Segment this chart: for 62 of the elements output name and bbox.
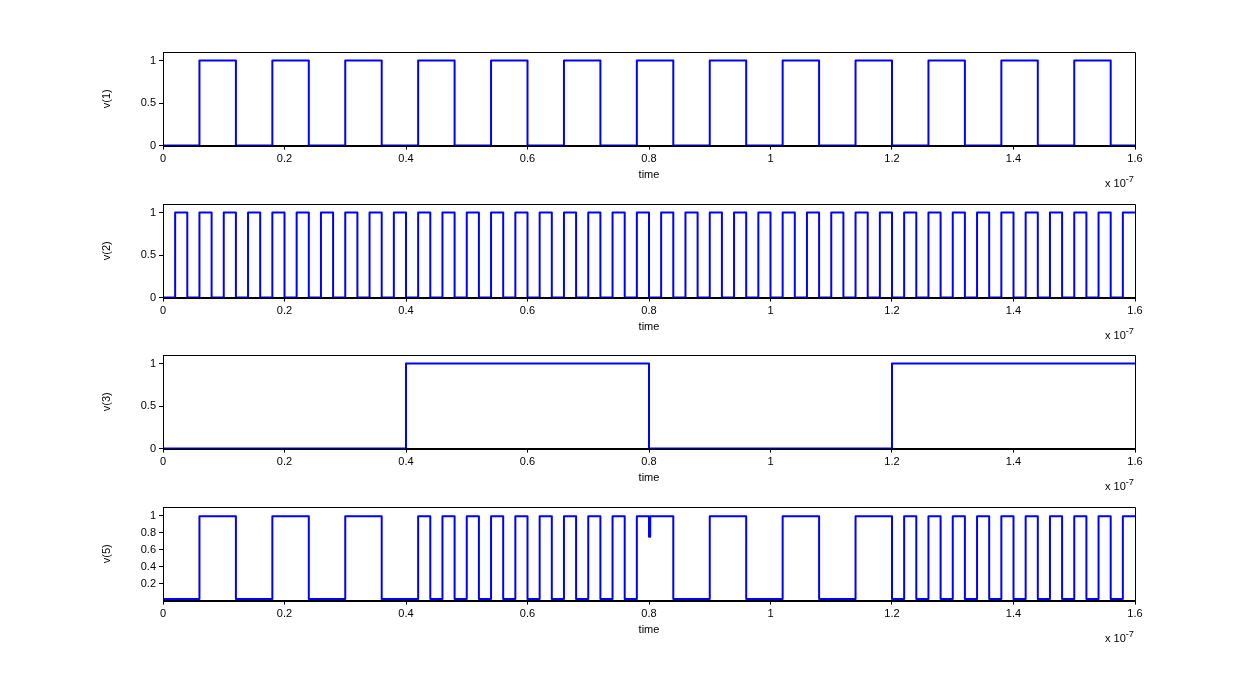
x-tick-label: 0	[159, 152, 167, 165]
y-tick-label: 1	[149, 356, 156, 369]
y-tick-label: 1	[149, 53, 156, 66]
x-tick-label: 1.4	[1005, 152, 1022, 165]
text: x 10$^{-7}$	[1105, 325, 1134, 341]
text: x 10$^{-7}$	[1105, 173, 1134, 189]
x-axis-title: time	[638, 623, 660, 636]
text: x 10$^{-7}$	[1105, 628, 1134, 644]
y-tick-label: 0	[149, 138, 156, 151]
x-tick-label: 0.8	[641, 607, 657, 620]
x-tick-label: 0.4	[398, 304, 414, 317]
x-tick-label: 0.2	[276, 455, 293, 468]
y-axis-title: v(1)	[99, 89, 112, 109]
x-tick-label: 0.6	[519, 152, 536, 165]
x-tick-label: 1.6	[1127, 304, 1143, 317]
x-tick-label: 0.8	[641, 152, 657, 165]
x-tick-label: 1	[767, 152, 774, 165]
y-tick-label: 0.4	[140, 559, 156, 572]
x-tick-label: 0.6	[519, 607, 536, 620]
y-tick-label: 0.6	[140, 542, 156, 555]
x-tick-label: 1.4	[1005, 304, 1022, 317]
x-tick-label: 0	[159, 304, 167, 317]
x-tick-label: 1.6	[1127, 152, 1143, 165]
x-tick-label: 0.4	[398, 152, 414, 165]
y-tick-label: 1	[149, 205, 156, 218]
x-tick-label: 1.2	[884, 455, 900, 468]
x-tick-label: 0	[159, 455, 167, 468]
x-tick-label: 1.4	[1005, 455, 1022, 468]
x-tick-label: 0.2	[276, 304, 293, 317]
x-axis-title: time	[638, 471, 660, 484]
x-tick-label: 1.4	[1005, 607, 1022, 620]
x-tick-label: 1.6	[1127, 455, 1143, 468]
y-tick-label: 0.2	[140, 576, 156, 589]
x-tick-label: 1.2	[884, 607, 900, 620]
y-axis-title: v(2)	[99, 241, 112, 261]
x-tick-label: 0.8	[641, 455, 657, 468]
x-tick-label: 0.2	[276, 607, 293, 620]
y-axis-title: v(3)	[99, 392, 112, 412]
x-tick-label: 1	[767, 607, 774, 620]
x-tick-label: 0.8	[641, 304, 657, 317]
x-axis-title: time	[638, 320, 660, 333]
x-axis-title: time	[638, 168, 660, 181]
x-tick-label: 0.4	[398, 455, 414, 468]
x-tick-label: 1.2	[884, 304, 900, 317]
x-tick-label: 1	[767, 455, 774, 468]
y-tick-label: 0.5	[140, 248, 156, 261]
y-axis-title: v(5)	[99, 544, 112, 564]
x-tick-label: 1.2	[884, 152, 900, 165]
y-tick-label: 1	[149, 508, 156, 521]
x-tick-label: 1.6	[1127, 607, 1143, 620]
x-tick-label: 0.6	[519, 455, 536, 468]
x-tick-label: 0	[159, 607, 167, 620]
y-tick-label: 0	[149, 441, 156, 454]
y-tick-label: 0.5	[140, 399, 156, 412]
text: x 10$^{-7}$	[1105, 476, 1134, 492]
y-tick-label: 0.5	[140, 96, 156, 109]
x-tick-label: 0.2	[276, 152, 293, 165]
x-tick-label: 0.6	[519, 304, 536, 317]
x-tick-label: 0.4	[398, 607, 414, 620]
y-tick-label: 0.8	[140, 525, 156, 538]
x-tick-label: 1	[767, 304, 774, 317]
y-tick-label: 0	[149, 290, 156, 303]
